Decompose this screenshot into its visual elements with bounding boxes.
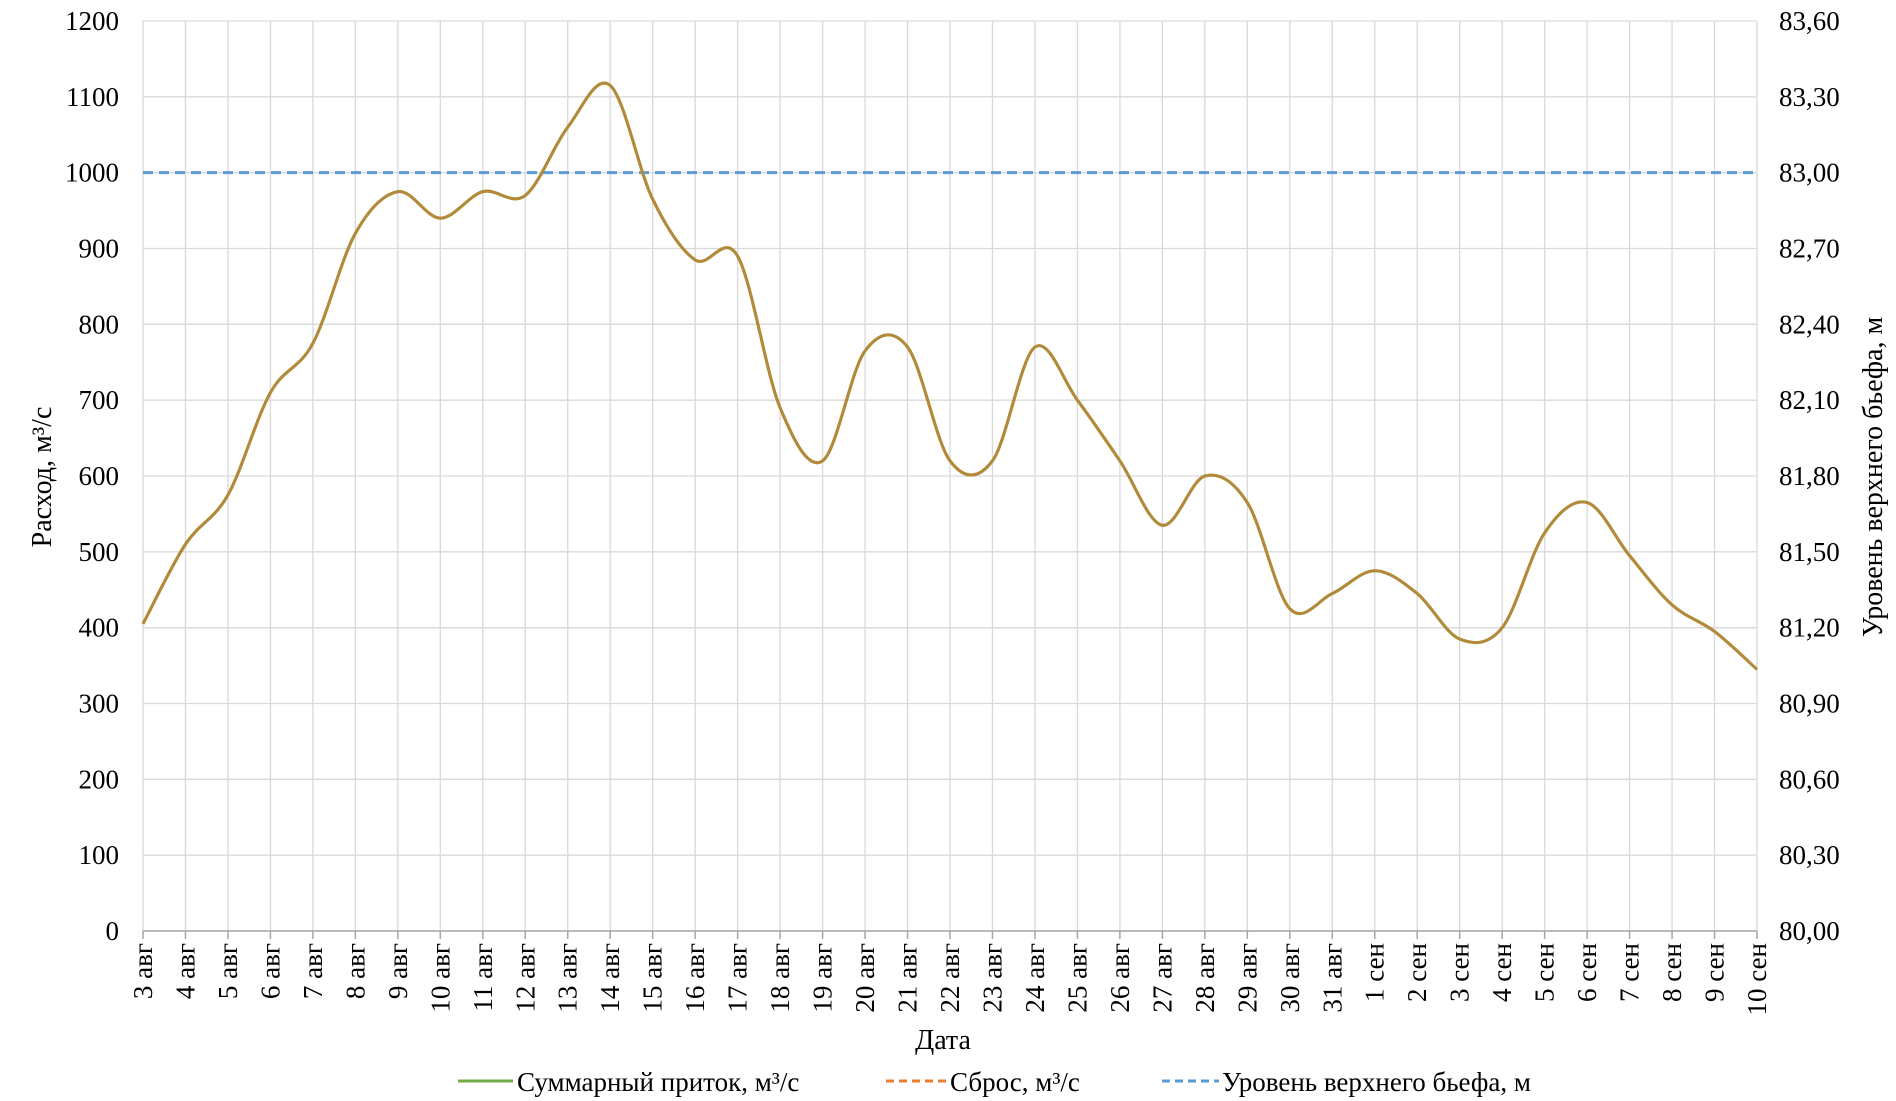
- y-tick-label-left: 300: [79, 689, 120, 719]
- x-tick-label: 15 авг: [638, 943, 668, 1013]
- y-tick-label-right: 83,00: [1779, 158, 1840, 188]
- x-tick-label: 26 авг: [1105, 943, 1135, 1013]
- legend-label-discharge: Сброс, м³/с: [950, 1067, 1080, 1097]
- x-tick-label: 12 авг: [510, 943, 540, 1013]
- y-tick-label-left: 600: [79, 461, 120, 491]
- x-tick-label: 9 авг: [383, 943, 413, 999]
- y-tick-label-left: 100: [79, 840, 120, 870]
- legend: Суммарный приток, м³/с Сброс, м³/с Урове…: [458, 1067, 1531, 1097]
- x-tick-label: 8 сен: [1657, 943, 1687, 1002]
- y-tick-label-left: 900: [79, 234, 120, 264]
- x-tick-label: 29 авг: [1232, 943, 1262, 1013]
- axes: [142, 930, 1758, 939]
- x-tick-label: 10 авг: [425, 943, 455, 1013]
- y-tick-label-right: 82,40: [1779, 309, 1840, 339]
- x-tick-label: 27 авг: [1147, 943, 1177, 1013]
- y-tick-label-right: 82,10: [1779, 385, 1840, 415]
- series-line-discharge: [141, 81, 1758, 671]
- x-tick-label: 19 авг: [808, 943, 838, 1013]
- x-tick-label: 3 сен: [1445, 943, 1475, 1002]
- y-tick-label-right: 80,60: [1779, 764, 1840, 794]
- series-lines: [141, 81, 1758, 671]
- x-tick-label: 23 авг: [977, 943, 1007, 1013]
- y-tick-label-right: 80,00: [1779, 916, 1840, 946]
- x-tick-label: 3 авг: [128, 943, 158, 999]
- y-axis-right-ticks: 80,00 80,30 80,60 80,90 81,20 81,50 81,80 82,10…: [1779, 6, 1840, 946]
- y-axis-right-title: Уровень верхнего бьефа, м: [1858, 317, 1889, 638]
- x-tick-label: 24 авг: [1020, 943, 1050, 1013]
- x-tick-label: 14 авг: [595, 943, 625, 1013]
- x-tick-label: 17 авг: [723, 943, 753, 1013]
- y-tick-label-right: 82,70: [1779, 234, 1840, 264]
- y-tick-label-right: 83,30: [1779, 82, 1840, 112]
- y-tick-label-left: 400: [79, 613, 120, 643]
- x-tick-label: 11 авг: [468, 943, 498, 1012]
- x-tick-label: 4 авг: [170, 943, 200, 999]
- y-tick-label-left: 1000: [65, 158, 119, 188]
- x-tick-label: 21 авг: [893, 943, 923, 1013]
- x-tick-label: 5 сен: [1530, 943, 1560, 1002]
- x-tick-label: 20 авг: [850, 943, 880, 1013]
- x-tick-label: 6 сен: [1572, 943, 1602, 1002]
- y-tick-label-left: 1200: [65, 6, 119, 36]
- y-axis-left-ticks: 0 100 200 300 400 500 600 700 800 900 1000 1100 1200: [65, 6, 119, 946]
- y-tick-label-right: 80,30: [1779, 840, 1840, 870]
- x-tick-label: 7 сен: [1615, 943, 1645, 1002]
- y-tick-label-left: 1100: [66, 82, 119, 112]
- y-tick-label-right: 81,50: [1779, 537, 1840, 567]
- x-axis-ticks: 3 авг 4 авг 5 авг 6 авг 7 авг 8 авг 9 авг 10 ав…: [128, 943, 1772, 1016]
- x-tick-label: 16 авг: [680, 943, 710, 1013]
- legend-label-inflow: Суммарный приток, м³/с: [517, 1067, 799, 1097]
- x-tick-label: 10 сен: [1742, 943, 1772, 1016]
- x-tick-label: 31 авг: [1317, 943, 1347, 1013]
- y-tick-label-left: 200: [79, 764, 120, 794]
- y-tick-label-left: 800: [79, 309, 120, 339]
- y-tick-label-left: 700: [79, 385, 120, 415]
- x-tick-label: 8 авг: [340, 943, 370, 999]
- x-tick-label: 1 сен: [1360, 943, 1390, 1002]
- x-tick-label: 9 сен: [1700, 943, 1730, 1002]
- x-tick-label: 13 авг: [553, 943, 583, 1013]
- y-tick-label-right: 80,90: [1779, 689, 1840, 719]
- x-tick-label: 18 авг: [765, 943, 795, 1013]
- legend-item-inflow: Суммарный приток, м³/с: [458, 1067, 799, 1097]
- y-axis-left-title: Расход, м³/с: [27, 407, 58, 548]
- x-tick-label: 7 авг: [298, 943, 328, 999]
- legend-item-water-level: Уровень верхнего бьефа, м: [1162, 1067, 1531, 1097]
- x-tick-label: 6 авг: [255, 943, 285, 999]
- x-tick-label: 22 авг: [935, 943, 965, 1013]
- x-tick-label: 5 авг: [213, 943, 243, 999]
- legend-label-water-level: Уровень верхнего бьефа, м: [1222, 1067, 1531, 1097]
- x-tick-label: 25 авг: [1062, 943, 1092, 1013]
- y-tick-label-right: 81,80: [1779, 461, 1840, 491]
- y-tick-label-right: 81,20: [1779, 613, 1840, 643]
- x-tick-label: 2 сен: [1402, 943, 1432, 1002]
- x-tick-label: 30 авг: [1275, 943, 1305, 1013]
- grid: [142, 20, 1758, 932]
- legend-item-discharge: Сброс, м³/с: [886, 1067, 1080, 1097]
- x-tick-label: 28 авг: [1190, 943, 1220, 1013]
- y-tick-label-left: 500: [79, 537, 120, 567]
- x-axis-title: Дата: [915, 1025, 971, 1056]
- y-tick-label-right: 83,60: [1779, 6, 1840, 36]
- y-tick-label-left: 0: [106, 916, 120, 946]
- x-tick-label: 4 сен: [1487, 943, 1517, 1002]
